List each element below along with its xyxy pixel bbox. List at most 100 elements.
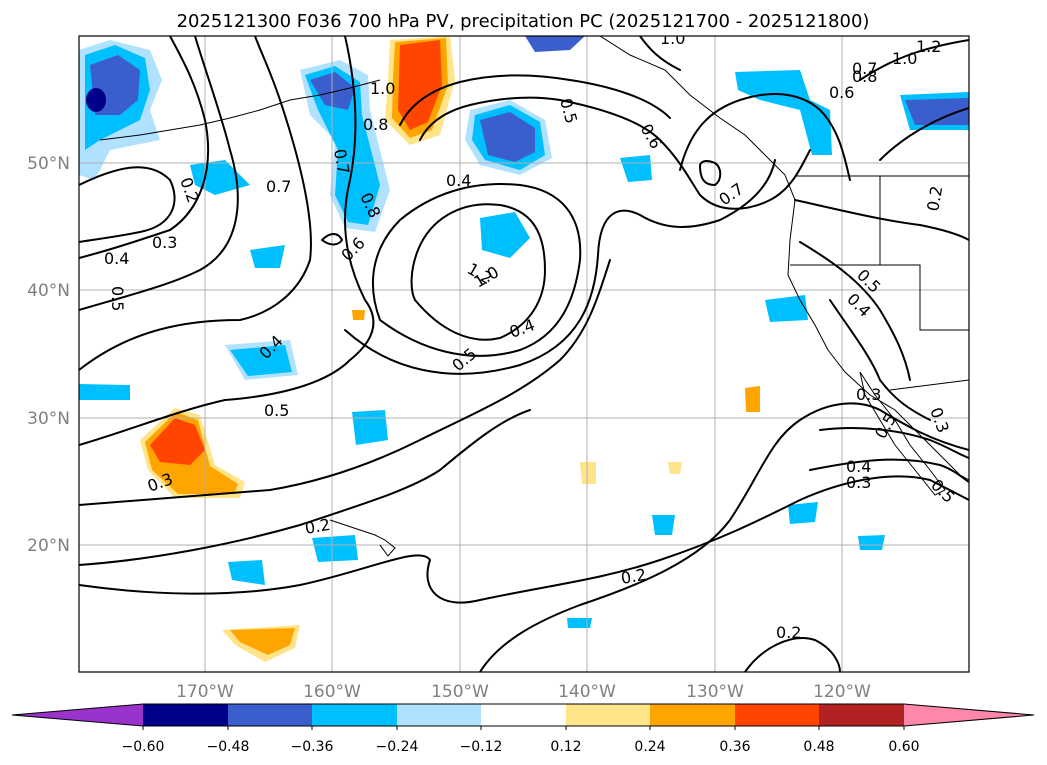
contour-label: 0.2 [923, 184, 946, 212]
contour-label: 0.4 [846, 457, 871, 476]
shade-blob [352, 410, 388, 445]
colorbar-arrow-left [12, 704, 143, 726]
pv-contour [344, 159, 776, 375]
pv-contour [679, 93, 851, 181]
shade-blob [352, 310, 365, 320]
pv-contours [79, 36, 969, 672]
lat-label: 20°N [27, 536, 70, 556]
shade-blob [735, 70, 832, 155]
contour-label: 0.2 [619, 565, 647, 588]
contour-label: 0.5 [264, 401, 289, 420]
colorbar-arrow-right [904, 704, 1034, 726]
shade-blob [745, 386, 760, 412]
lat-label: 40°N [27, 281, 70, 301]
shade-blob [228, 560, 265, 585]
pv-contour [744, 637, 841, 672]
colorbar-segment [312, 704, 397, 726]
pv-contour [819, 427, 969, 459]
contour-label: 1.2 [916, 37, 941, 56]
shade-blob [480, 212, 530, 258]
contour-label: 1.0 [660, 29, 685, 48]
colorbar-segment [566, 704, 650, 726]
contour-label: 0.3 [846, 473, 871, 492]
pv-contour [79, 36, 209, 259]
lon-label: 150°W [431, 682, 489, 702]
colorbar-segment [228, 704, 312, 726]
contour-label: 0.3 [152, 233, 177, 252]
colorbar-tick-label: 0.60 [888, 739, 919, 755]
shade-blob [525, 36, 585, 52]
contour-label: 0.2 [776, 623, 801, 642]
colorbar-segment [143, 704, 228, 726]
shade-blob [580, 462, 596, 484]
colorbar-segment [481, 704, 566, 726]
pv-contour [79, 259, 611, 506]
pv-contour [794, 199, 969, 241]
shade-blob [480, 112, 535, 162]
shade-blob [150, 418, 205, 465]
colorbar-segment [819, 704, 904, 726]
contour-label: 0.3 [856, 385, 881, 404]
contour-label: 0.6 [829, 83, 854, 102]
pv-contour [479, 402, 969, 672]
pv-contour [699, 159, 722, 186]
shade-blob [858, 535, 885, 550]
contour-label: 0.8 [852, 67, 877, 86]
contour-label: 0.4 [446, 171, 471, 190]
contour-label: 0.2 [303, 515, 331, 538]
shade-blob [567, 618, 592, 628]
pv-contour [639, 36, 681, 71]
contour-label: 0.5 [108, 286, 127, 311]
pv-contour [879, 107, 969, 161]
shade-blob [230, 345, 292, 376]
pv-contour [799, 241, 911, 381]
contour-label: 1.0 [370, 79, 395, 98]
shade-blob [905, 98, 969, 125]
hawaii [329, 519, 396, 557]
pv-contour [859, 39, 969, 81]
us-mexico-border [889, 379, 969, 391]
north-america-coast [599, 36, 969, 481]
pv-contour [79, 36, 312, 371]
precip-shading [79, 36, 969, 662]
shade-blob [398, 40, 442, 130]
colorbar-tick-label: −0.24 [376, 739, 419, 755]
map-frame [78, 35, 970, 673]
lat-label: 50°N [27, 154, 70, 174]
colorbar-tick-label: 0.36 [719, 739, 750, 755]
lon-label: 140°W [558, 682, 616, 702]
colorbar-segment [735, 704, 819, 726]
shade-blob [788, 502, 818, 524]
contour-label: 1.0 [892, 49, 917, 68]
pv-contour [321, 233, 343, 246]
aleutian-islands [99, 79, 381, 141]
lon-label: 130°W [686, 682, 744, 702]
colorbar-tick-label: 0.24 [634, 739, 665, 755]
colorbar-tick-label: −0.48 [207, 739, 250, 755]
pv-contour [79, 475, 969, 604]
colorbar-tick-label: 0.12 [550, 739, 581, 755]
colorbar-segment [397, 704, 481, 726]
colorbar-tick-label: −0.60 [122, 739, 165, 755]
shade-blob [305, 66, 380, 225]
shade-blob [668, 462, 682, 474]
pv-contour [399, 74, 671, 126]
shade-blob [620, 155, 652, 182]
shade-blob [79, 384, 130, 400]
figure-title: 2025121300 F036 700 hPa PV, precipitatio… [177, 11, 870, 32]
pv-contour [79, 409, 531, 566]
gridlines [79, 36, 969, 672]
shade-blob [652, 515, 675, 535]
colorbar: −0.60 −0.48 −0.36 −0.24 −0.12 0.12 0.24 … [11, 703, 1035, 755]
shade-blob [312, 535, 358, 562]
lat-labels: 50°N 40°N 30°N 20°N [27, 154, 70, 556]
pv-contour [79, 36, 239, 311]
pv-contour [829, 299, 931, 421]
contour-label: 0.8 [363, 115, 388, 134]
shade-blob [765, 295, 808, 322]
state-border [879, 176, 969, 331]
colorbar-tick-label: 0.48 [803, 739, 834, 755]
lon-label: 160°W [303, 682, 361, 702]
lon-labels: 170°W 160°W 150°W 140°W 130°W 120°W [176, 682, 871, 702]
